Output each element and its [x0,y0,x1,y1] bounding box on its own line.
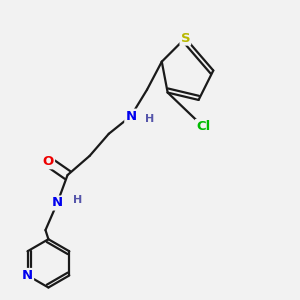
Text: N: N [52,196,63,209]
Text: O: O [43,155,54,168]
Text: Cl: Cl [196,120,210,133]
Text: H: H [73,195,82,205]
Text: H: H [146,114,154,124]
Text: N: N [22,269,33,282]
Text: S: S [181,32,190,45]
Text: N: N [125,110,136,123]
